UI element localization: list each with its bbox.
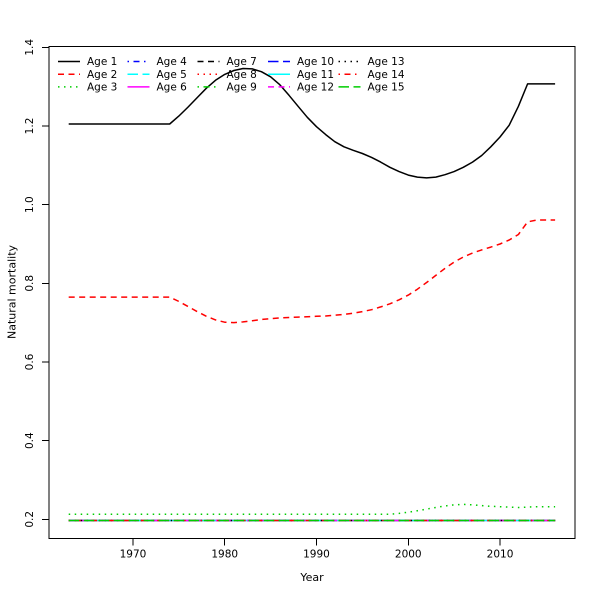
legend-label: Age 9 — [227, 82, 257, 94]
y-axis-tick-label: 1.4 — [24, 39, 36, 56]
legend-label: Age 14 — [368, 69, 405, 81]
y-axis-tick-label: 0.8 — [24, 275, 36, 292]
legend-label: Age 6 — [157, 82, 188, 94]
legend-label: Age 13 — [368, 56, 405, 68]
x-axis-tick-label: 1980 — [211, 549, 238, 561]
legend-label: Age 7 — [227, 56, 257, 68]
y-axis-tick-label: 0.6 — [24, 353, 36, 370]
legend-label: Age 11 — [297, 69, 334, 81]
y-axis-tick-label: 0.4 — [24, 432, 36, 449]
legend-label: Age 10 — [297, 56, 334, 68]
series-age-2-line — [68, 219, 556, 324]
series-age-1-line — [68, 67, 556, 179]
x-axis-title: Year — [300, 571, 324, 584]
legend-label: Age 5 — [157, 69, 187, 81]
x-axis-tick-label: 1990 — [303, 549, 330, 561]
y-axis-title: Natural mortality — [5, 244, 19, 340]
plot-box — [48, 46, 576, 540]
x-axis-tick-label: 2000 — [395, 549, 422, 561]
legend-label: Age 3 — [87, 82, 117, 94]
legend-label: Age 4 — [157, 56, 188, 68]
legend-label: Age 8 — [227, 69, 257, 81]
legend-label: Age 1 — [87, 56, 117, 68]
x-axis-tick-label: 2010 — [487, 549, 514, 561]
y-axis-tick-label: 1.0 — [24, 196, 36, 213]
y-axis-tick-label: 1.2 — [24, 118, 36, 135]
legend-label: Age 12 — [297, 82, 334, 94]
x-axis-tick-label: 1970 — [120, 549, 147, 561]
legend-label: Age 15 — [368, 82, 405, 94]
legend-label: Age 2 — [87, 69, 117, 81]
y-axis-tick-label: 0.2 — [24, 511, 36, 528]
series-age-3-line — [68, 503, 556, 515]
